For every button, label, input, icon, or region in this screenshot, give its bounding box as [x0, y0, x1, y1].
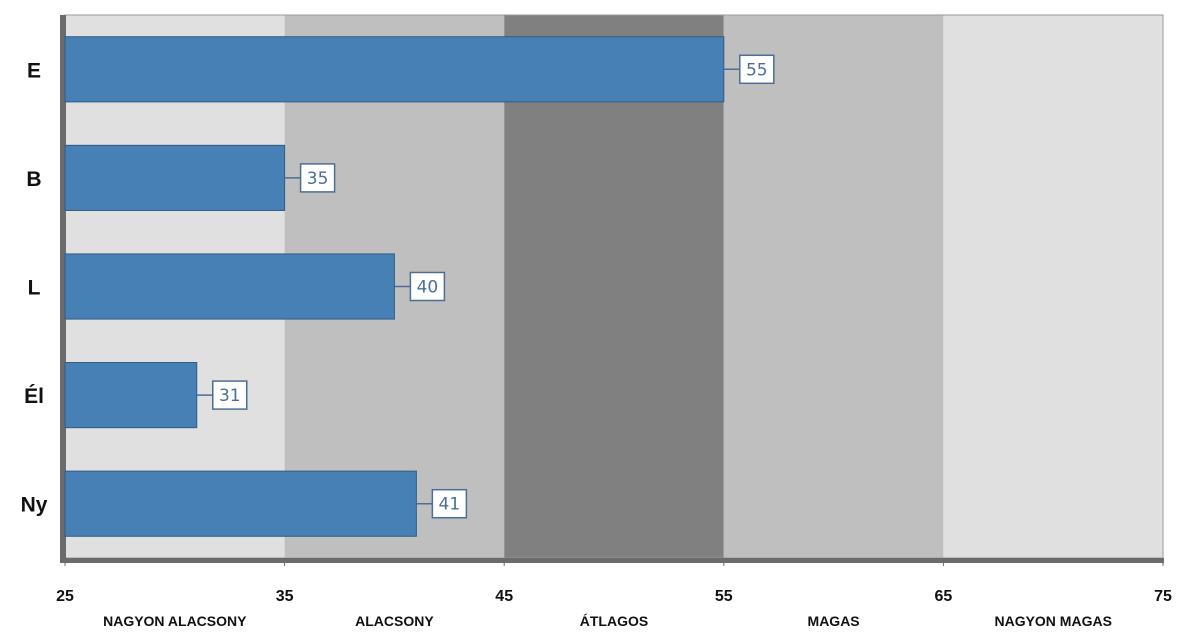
value-box-3	[212, 380, 248, 410]
category-label-2: L	[28, 277, 41, 300]
x-tick-label-2: 45	[495, 588, 513, 605]
value-label-1: 35	[307, 169, 329, 189]
category-label-3: Él	[24, 385, 44, 408]
x-tick-label-0: 25	[56, 588, 74, 605]
band-label-2: ÁTLAGOS	[580, 613, 648, 629]
bar-1	[64, 144, 286, 211]
band-label-3: MAGAS	[808, 613, 860, 629]
bar-0	[64, 36, 725, 103]
x-axis-line	[60, 558, 1164, 563]
x-axis: 25 35 45 55 65 75	[56, 558, 1172, 605]
value-label-4: 41	[439, 495, 461, 515]
x-tick-label-4: 65	[935, 588, 953, 605]
x-tick-label-5: 75	[1154, 588, 1172, 605]
band-label-4: NAGYON MAGAS	[994, 613, 1111, 629]
x-tick-label-3: 55	[715, 588, 733, 605]
bar-3	[64, 362, 198, 429]
band-4	[943, 15, 1163, 558]
bar-2	[64, 253, 395, 320]
bar-4	[64, 470, 417, 537]
band-label-0: NAGYON ALACSONY	[103, 613, 247, 629]
band-3	[723, 15, 944, 558]
band-label-1: ALACSONY	[355, 613, 434, 629]
y-axis-line	[60, 15, 66, 562]
category-label-0: E	[27, 59, 41, 82]
value-label-3: 31	[219, 386, 241, 406]
category-label-4: Ny	[21, 494, 48, 517]
category-labels: E B L Él Ny	[21, 59, 48, 516]
band-2	[504, 15, 724, 558]
value-label-2: 40	[417, 278, 439, 298]
value-box-0	[739, 54, 775, 85]
band-labels: NAGYON ALACSONY ALACSONY ÁTLAGOS MAGAS NAGYO…	[103, 613, 1112, 629]
category-label-1: B	[26, 168, 41, 191]
bars: 55 35 40 31 41	[64, 36, 775, 537]
value-box-2	[409, 271, 446, 302]
value-box-4	[431, 488, 468, 519]
value-box-1	[299, 163, 336, 193]
x-tick-label-1: 35	[276, 588, 294, 605]
value-label-0: 55	[746, 60, 768, 80]
